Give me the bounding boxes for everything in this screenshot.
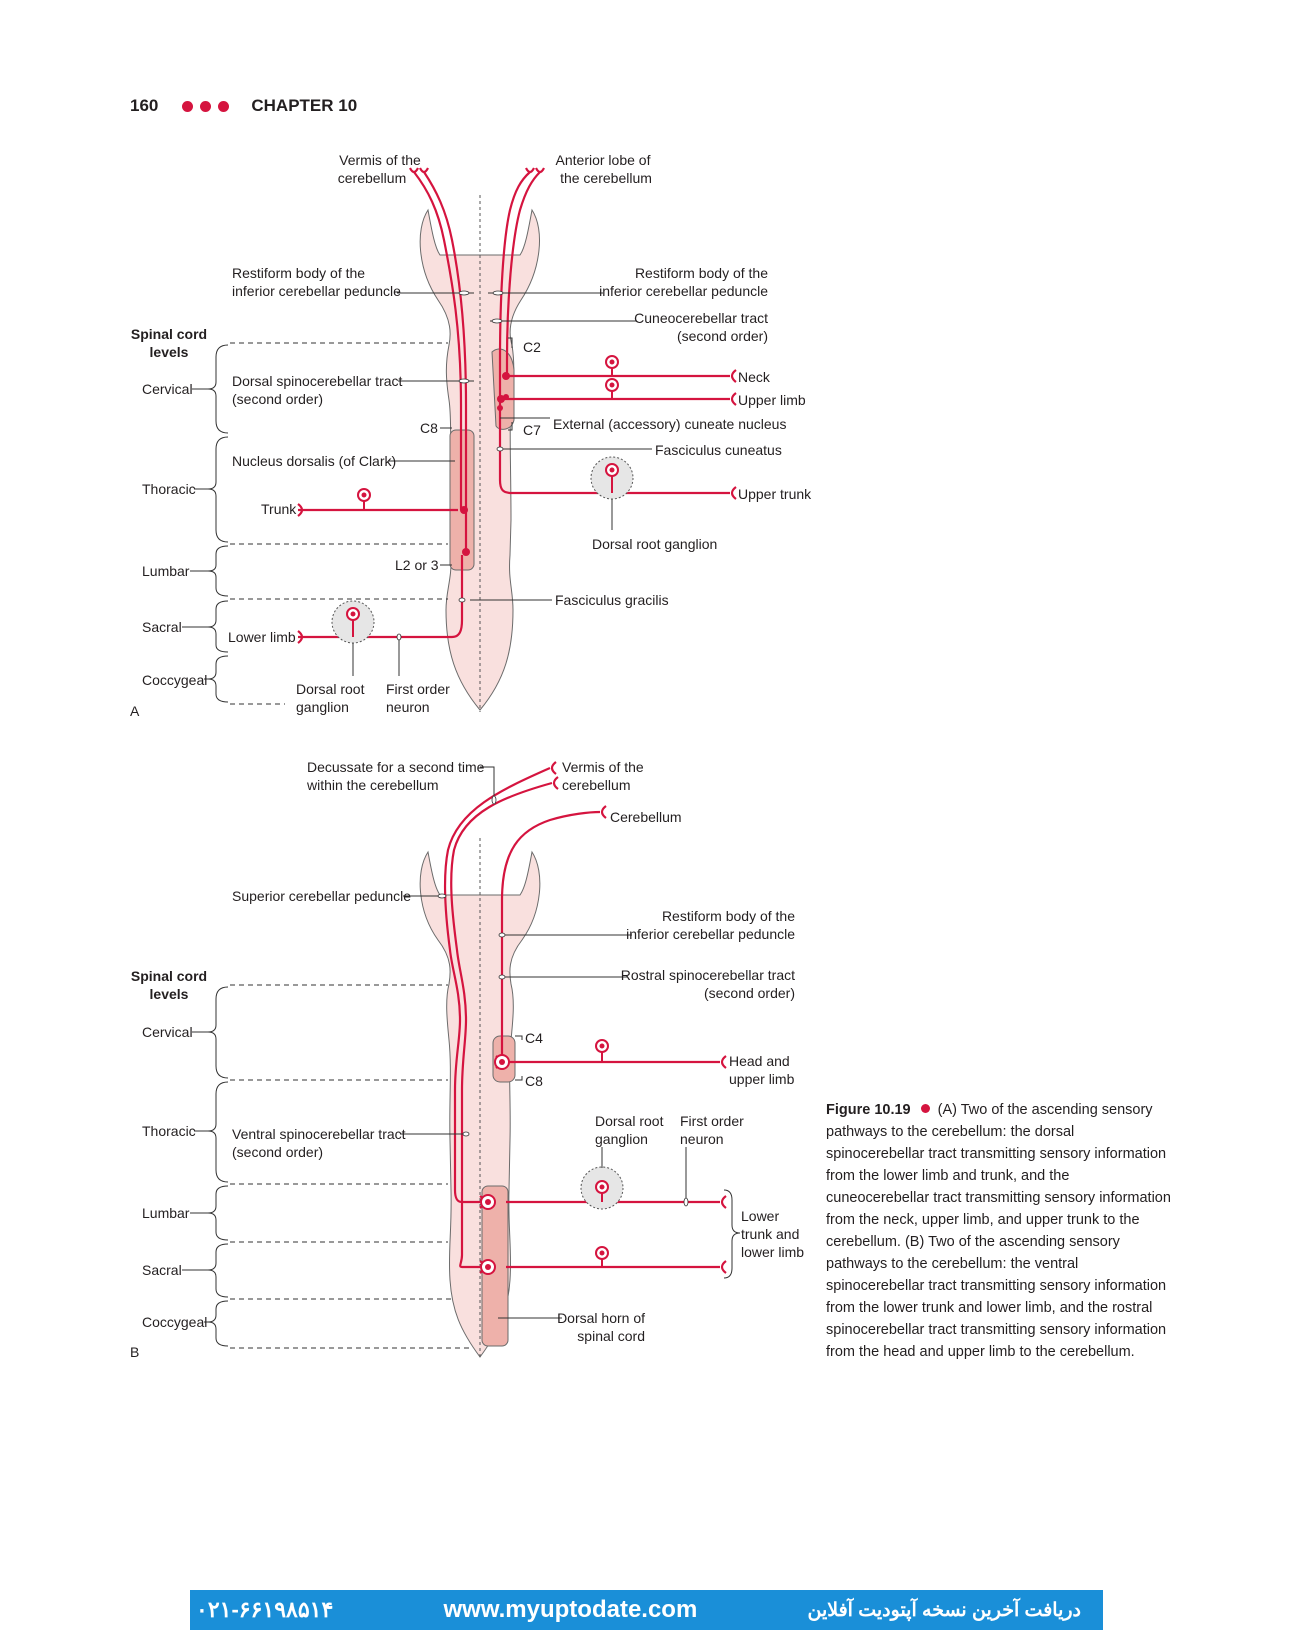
figure-label: Figure 10.19 [826, 1102, 911, 1118]
panel-letter-b: B [130, 1344, 139, 1360]
leader-ticks-b [437, 795, 689, 1207]
c2-label: C2 [523, 339, 541, 355]
lower-limb-label: Lower limb [228, 629, 296, 645]
cuneocerebellar-label: Cuneocerebellar tract (second order) [634, 310, 768, 344]
cerebellum-label-b: Cerebellum [610, 809, 682, 825]
trunk-label: Trunk [261, 501, 297, 517]
dorsal-horn-label: Dorsal horn of spinal cord [557, 1310, 645, 1344]
drg-label-b: Dorsal root ganglion [595, 1113, 664, 1147]
receptor-endings-a [297, 167, 737, 644]
first-order-label-a: First order neuron [386, 681, 450, 715]
ventral-sct-label: Ventral spinocerebellar tract (second ord… [232, 1126, 406, 1160]
header-dots [182, 100, 230, 112]
banner-persian-text: دریافت آخرین نسخه آپتودیت آفلاین [807, 1599, 1082, 1621]
page-number: 160 [130, 96, 159, 115]
drg-right-label-a: Dorsal root ganglion [592, 536, 717, 552]
level-coccygeal-a: Coccygeal [142, 672, 207, 688]
banner-phone: ۰۲۱-۶۶۱۹۸۵۱۴ [196, 1597, 334, 1622]
panel-letter-a: A [130, 703, 140, 719]
caption-dot [920, 1104, 930, 1113]
synapse-neck [502, 372, 510, 380]
first-order-label-b: First order neuron [680, 1113, 744, 1147]
level-braces-a [182, 344, 229, 703]
superior-peduncle-label: Superior cerebellar peduncle [232, 888, 411, 904]
level-sacral-b: Sacral [142, 1262, 182, 1278]
footer-banner[interactable]: ۰۲۱-۶۶۱۹۸۵۱۴ www.myuptodate.com دریافت آ… [190, 1590, 1103, 1630]
restiform-right-label-a: Restiform body of the inferior cerebellar… [599, 265, 768, 299]
synapse-trunk [460, 506, 468, 514]
c8-label-b: C8 [525, 1073, 543, 1089]
spinal-levels-label-b: Spinal cord levels [131, 968, 207, 1002]
c4-label: C4 [525, 1030, 543, 1046]
level-braces-b [182, 986, 229, 1347]
panel-a: Vermis of the cerebellum Anterior lobe of… [130, 152, 812, 719]
vermis-label-a: Vermis of the cerebellum [338, 152, 421, 186]
drg-bottom-label-a: Dorsal root ganglion [296, 681, 365, 715]
pathways-a [298, 171, 730, 639]
caption-text: (A) Two of the ascending sensory pathway… [826, 1102, 1171, 1360]
level-lumbar-a: Lumbar [142, 563, 190, 579]
lower-trunk-label: Lower trunk and lower limb [741, 1208, 804, 1260]
chapter-title: CHAPTER 10 [251, 96, 358, 115]
c8-label-a: C8 [420, 420, 438, 436]
dorsal-sct-label: Dorsal spinocerebellar tract (second orde… [232, 373, 403, 407]
leaders-b [400, 766, 741, 1319]
banner-url[interactable]: www.myuptodate.com [443, 1596, 698, 1623]
level-sacral-a: Sacral [142, 619, 182, 635]
spinal-levels-label-a: Spinal cord levels [131, 326, 207, 360]
page-header: 160 CHAPTER 10 [130, 96, 357, 116]
external-cuneate-label: External (accessory) cuneate nucleus [553, 416, 786, 432]
c7-label: C7 [523, 422, 541, 438]
level-coccygeal-b: Coccygeal [142, 1314, 207, 1330]
anterior-lobe-label: Anterior lobe of the cerebellum [556, 152, 652, 186]
upper-trunk-label: Upper trunk [738, 486, 812, 502]
rostral-sct-label: Rostral spinocerebellar tract (second ord… [621, 967, 795, 1001]
neck-label: Neck [738, 369, 771, 385]
decussate-label: Decussate for a second time within the ce… [306, 759, 485, 793]
head-upper-label: Head and upper limb [729, 1053, 795, 1087]
restiform-left-label-a: Restiform body of the inferior cerebellar… [232, 265, 401, 299]
level-dividers-a [230, 342, 448, 705]
fasciculus-cuneatus-label: Fasciculus cuneatus [655, 442, 782, 458]
level-lumbar-b: Lumbar [142, 1205, 190, 1221]
panel-b: Decussate for a second time within the ce… [130, 759, 804, 1360]
vermis-label-b: Vermis of the cerebellum [562, 759, 644, 793]
l2-label: L2 or 3 [395, 557, 439, 573]
level-cervical-a: Cervical [142, 381, 193, 397]
synapse-lower [462, 548, 470, 556]
nucleus-dorsalis-label: Nucleus dorsalis (of Clark) [232, 453, 396, 469]
external-cuneate-nucleus [491, 348, 515, 430]
level-thoracic-b: Thoracic [142, 1123, 196, 1139]
level-cervical-b: Cervical [142, 1024, 193, 1040]
level-dividers-b [230, 984, 472, 1349]
restiform-label-b: Restiform body of the inferior cerebellar… [626, 908, 795, 942]
level-thoracic-a: Thoracic [142, 481, 196, 497]
figure-caption: Figure 10.19 (A) Two of the ascending sen… [826, 1099, 1176, 1363]
upper-limb-label-a: Upper limb [738, 392, 806, 408]
leader-ticks-a [396, 290, 504, 641]
fasciculus-gracilis-label: Fasciculus gracilis [555, 592, 669, 608]
